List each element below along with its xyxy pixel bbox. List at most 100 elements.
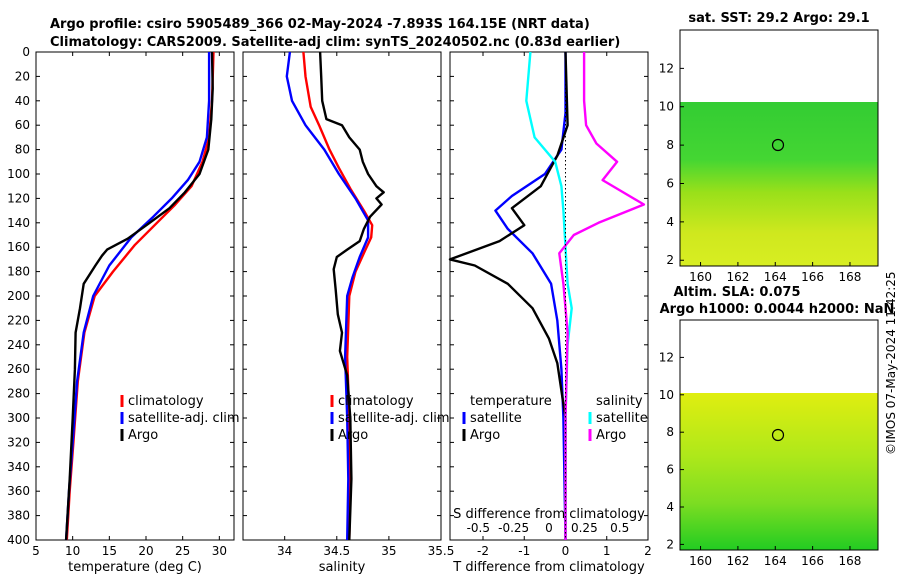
t-difference-xlabel: T difference from climatology [452, 560, 645, 575]
sst-map-frame [679, 29, 879, 267]
legend-satellite-label: satellite-adj. clim [128, 411, 240, 426]
x-tick-label: -1 [518, 544, 530, 558]
lat-tick-label: 6 [666, 463, 674, 477]
y-tick-label: 100 [7, 167, 30, 181]
sst-map-title: sat. SST: 29.2 Argo: 29.1 [688, 11, 869, 26]
imos-timestamp: ©IMOS 07-May-2024 11:42:25 [884, 271, 898, 455]
sst-map-blank-region [680, 30, 878, 102]
lon-tick-label: 166 [801, 270, 824, 284]
y-tick-label: 0 [22, 45, 30, 59]
x-tick-label: 10 [65, 544, 80, 558]
lon-tick-label: 160 [689, 270, 712, 284]
y-tick-label: 300 [7, 411, 30, 425]
legend-sal-satellite-label: satellite [596, 411, 648, 426]
series-line-temperature-argo [448, 51, 569, 540]
sla-map-axes: 160 162 164 166 168 2 4 6 8 10 12 [659, 350, 862, 568]
lat-tick-label: 10 [659, 388, 674, 402]
lat-tick-label: 2 [666, 253, 674, 267]
sla-map-frame [679, 319, 879, 551]
lat-tick-label: 8 [666, 138, 674, 152]
y-tick-label: 200 [7, 289, 30, 303]
lon-tick-label: 162 [726, 270, 749, 284]
series-line-temperature-satellite [494, 52, 567, 541]
y-tick-label: 180 [7, 265, 30, 279]
sla-map-field [680, 393, 878, 550]
series-line-climatology [65, 51, 215, 541]
series-line-salinity-argo [558, 52, 646, 540]
y-tick-label: 140 [7, 216, 30, 230]
y-tick-label: 380 [7, 509, 30, 523]
sla-map-blank-region [680, 320, 878, 393]
temperature-legend: climatology satellite-adj. clim Argo [120, 394, 240, 443]
x-tick-label: 15 [102, 544, 117, 558]
y-tick-label: 120 [7, 191, 30, 205]
y-tick-label: 360 [7, 484, 30, 498]
series-line-satellite-adj-clim [285, 51, 370, 541]
lat-tick-label: 4 [666, 215, 674, 229]
lon-tick-label: 164 [764, 554, 787, 568]
figure-title-line1: Argo profile: csiro 5905489_366 02-May-2… [50, 17, 590, 32]
s-tick-label: 0 [545, 521, 553, 535]
temperature-xlabel: temperature (deg C) [68, 560, 202, 575]
x-tick-label: 5 [32, 544, 40, 558]
lon-tick-label: 166 [801, 554, 824, 568]
lat-tick-label: 10 [659, 100, 674, 114]
y-tick-label: 20 [15, 69, 30, 83]
legend-salinity-title: salinity [596, 394, 643, 409]
series-line-climatology [302, 51, 374, 541]
x-tick-label: 35 [381, 544, 396, 558]
x-tick-label: 35.5 [428, 544, 455, 558]
legend-climatology-label: climatology [128, 394, 204, 409]
legend-satellite-label: satellite-adj. clim [338, 411, 450, 426]
y-tick-label: 320 [7, 435, 30, 449]
legend-argo-label: Argo [128, 428, 158, 443]
lon-tick-label: 162 [726, 554, 749, 568]
legend-sal-argo-label: Argo [596, 428, 626, 443]
sla-map-subtitle: Argo h1000: 0.0044 h2000: NaN [660, 302, 895, 317]
x-tick-label: 30 [212, 544, 227, 558]
y-tick-label: 40 [15, 94, 30, 108]
legend-temp-satellite-label: satellite [470, 411, 522, 426]
lat-tick-label: 12 [659, 61, 674, 75]
y-tick-label: 60 [15, 118, 30, 132]
y-tick-label: 160 [7, 240, 30, 254]
legend-climatology-label: climatology [338, 394, 414, 409]
x-tick-label: 34 [277, 544, 292, 558]
lon-tick-label: 168 [839, 270, 862, 284]
s-tick-label: -0.5 [467, 521, 490, 535]
salinity-legend: climatology satellite-adj. clim Argo [330, 394, 450, 443]
y-tick-label: 260 [7, 362, 30, 376]
lat-tick-label: 12 [659, 350, 674, 364]
difference-panel-frame [449, 51, 649, 541]
lon-tick-label: 160 [689, 554, 712, 568]
temperature-panel-frame [35, 51, 235, 541]
x-tick-label: 0 [562, 544, 570, 558]
legend-temperature-title: temperature [470, 394, 552, 409]
series-line-argo [64, 51, 214, 541]
difference-legend: temperature satellite Argo salinity sate… [462, 394, 648, 443]
s-difference-xlabel: S difference from climatology [453, 507, 645, 522]
series-line-satellite-adj-clim [64, 52, 211, 541]
argo-location-marker [771, 428, 785, 442]
y-tick-label: 240 [7, 338, 30, 352]
sla-map-title: Altim. SLA: 0.075 [674, 285, 801, 300]
figure-title-line2: Climatology: CARS2009. Satellite-adj cli… [50, 35, 620, 50]
y-tick-label: 80 [15, 143, 30, 157]
temperature-panel: 5 10 15 20 25 3002040608010012014016018020022… [7, 45, 234, 558]
y-tick-label: 280 [7, 387, 30, 401]
argo-location-marker [771, 138, 785, 152]
sst-map-field [680, 102, 878, 266]
x-tick-label: 1 [603, 544, 611, 558]
difference-panel: -2 -1 0 1 2-0.5 -0.25 0 0.25 0.5 [448, 51, 652, 558]
legend-temp-argo-label: Argo [470, 428, 500, 443]
s-tick-label: 0.5 [610, 521, 629, 535]
salinity-xlabel: salinity [319, 560, 366, 575]
lat-tick-label: 8 [666, 425, 674, 439]
y-tick-label: 220 [7, 313, 30, 327]
lat-tick-label: 2 [666, 537, 674, 551]
lat-tick-label: 4 [666, 500, 674, 514]
s-tick-label: 0.25 [571, 521, 598, 535]
lon-tick-label: 168 [839, 554, 862, 568]
y-tick-label: 340 [7, 460, 30, 474]
sst-map-axes: 160 162 164 166 168 2 4 6 8 10 12 [659, 61, 862, 284]
